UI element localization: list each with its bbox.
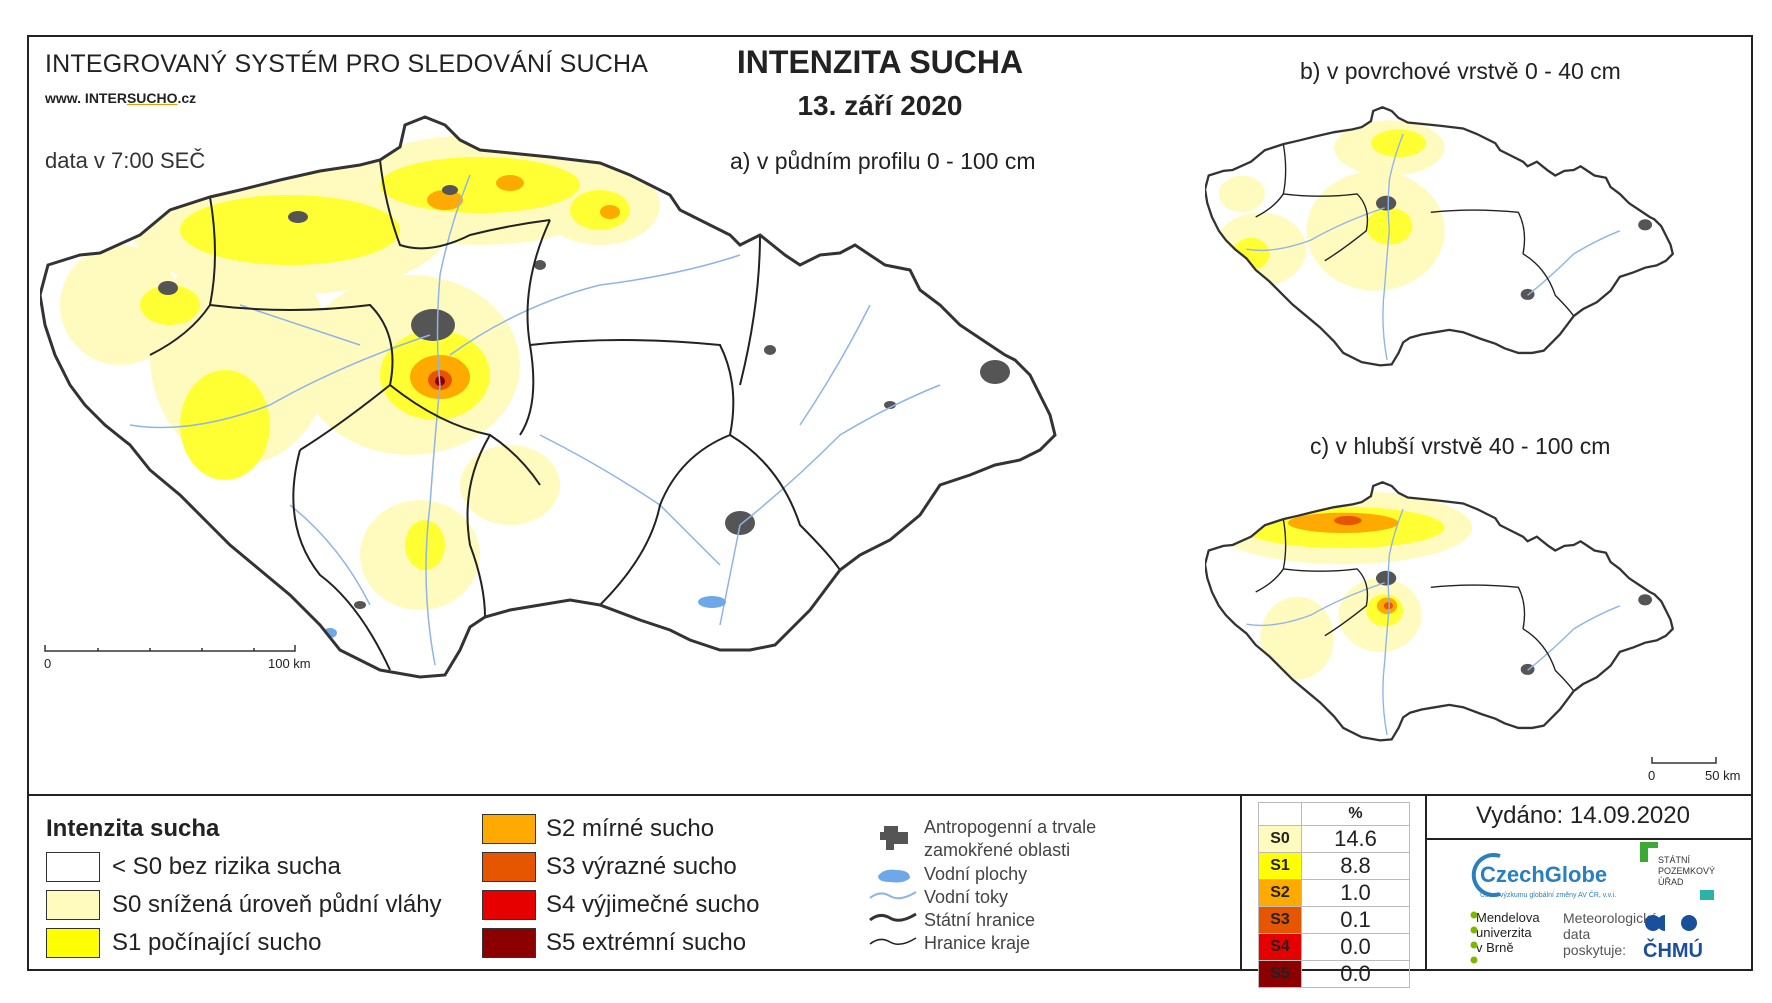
panel-b-label: b) v povrchové vrstvě 0 - 40 cm [1300,58,1621,84]
inset-map-surface [1205,106,1674,367]
spu-logo-icon [1640,842,1658,862]
stats-class-s2: S2 [1258,879,1302,907]
spu-line2: POZEMKOVÝ [1658,866,1716,876]
chmu-logo: ČHMÚ [1643,940,1703,962]
stats-row-s5: S5 0.0 [1258,960,1410,988]
swatch-none [46,852,100,882]
stats-value-s3: 0.1 [1301,906,1410,934]
mendel-line1: Mendelova [1476,910,1540,925]
inset-scalebar-start: 0 [1648,768,1656,783]
stats-row-s2: S2 1.0 [1258,879,1410,907]
mendel-line3: v Brně [1476,940,1514,955]
website-prefix: www. INTER [45,90,127,106]
swatch-s5 [482,928,536,958]
spu-line1: STÁTNÍ [1658,855,1691,865]
stats-value-s1: 8.8 [1301,852,1410,880]
water-body-icon [878,869,910,883]
page-title: INTENZITA SUCHA [736,44,1024,80]
stats-header-blank [1258,802,1302,826]
footer-divider [1425,794,1427,971]
meteo-line1: Meteorologická [1563,910,1658,926]
main-map [40,115,1057,679]
chmu-logo-icon [1645,915,1697,931]
stats-header-row: % [1258,802,1410,826]
stats-class-s5: S5 [1258,960,1302,988]
legend-area [27,794,1753,971]
stats-class-s4: S4 [1258,933,1302,961]
website-mid: SUCHO [126,90,178,106]
legend-rivers: Vodní toky [924,887,1009,907]
legend-divider [1240,794,1242,971]
river-icon [869,891,917,900]
map-date: 13. září 2020 [797,90,963,121]
inset-scalebar [1651,757,1717,764]
drought-stats-table: % S0 14.6 S1 8.8 S2 1.0 S3 0.1 S4 0.0 S5… [1258,802,1410,988]
stats-row-s3: S3 0.1 [1258,906,1410,934]
legend-label-s3: S3 výrazné sucho [546,853,737,880]
legend-label-s1: S1 počínající sucho [112,929,322,956]
region-border-icon [869,937,917,945]
main-scalebar [44,645,296,652]
stats-row-s1: S1 8.8 [1258,852,1410,880]
mendel-line2: univerzita [1476,925,1532,940]
spu-line3: ÚŘAD [1658,877,1684,887]
issued-divider [1425,838,1753,840]
stats-value-s4: 0.0 [1301,933,1410,961]
swatch-s4 [482,890,536,920]
spu-logo: STÁTNÍ POZEMKOVÝ ÚŘAD [1658,855,1715,888]
legend-label-none: < S0 bez rizika sucha [112,853,341,880]
mendel-logo: Mendelova univerzita v Brně [1476,910,1540,955]
system-name: INTEGROVANÝ SYSTÉM PRO SLEDOVÁNÍ SUCHA [45,50,649,78]
meteo-line2: data [1563,926,1591,942]
stats-header: % [1301,802,1410,826]
stats-class-s0: S0 [1258,825,1302,853]
inset-scalebar-end: 50 km [1705,768,1741,783]
stats-row-s4: S4 0.0 [1258,933,1410,961]
swatch-s0 [46,890,100,920]
scalebar-start: 0 [44,656,52,671]
czechglobe-logo-icon [1471,853,1501,897]
legend-label-s2: S2 mírné sucho [546,815,715,842]
stats-class-s3: S3 [1258,906,1302,934]
panel-c-label: c) v hlubší vrstvě 40 - 100 cm [1310,433,1611,459]
legend-urban-line2: zamokřené oblasti [924,840,1071,860]
legend-label-s5: S5 extrémní sucho [546,929,747,956]
urban-area-icon [880,826,908,850]
legend-label-s0: S0 snížená úroveň půdní vláhy [112,891,442,918]
panel-a-label: a) v půdním profilu 0 - 100 cm [730,148,1036,174]
spu-accent-icon [1700,890,1714,900]
legend-water-bodies: Vodní plochy [924,864,1028,884]
legend-label-s4: S4 výjimečné sucho [546,891,760,918]
stats-row-s0: S0 14.6 [1258,825,1410,853]
swatch-s1 [46,928,100,958]
stats-value-s0: 14.6 [1301,825,1410,853]
legend-title: Intenzita sucha [46,815,220,842]
mendel-dots-icon [1470,911,1478,964]
website-link[interactable]: www. INTERSUCHO.cz [45,90,196,106]
stats-class-s1: S1 [1258,852,1302,880]
stats-value-s5: 0.0 [1301,960,1410,988]
czechglobe-logo: CzechGlobe [1480,862,1608,887]
data-time: data v 7:00 SEČ [45,148,206,173]
stats-value-s2: 1.0 [1301,879,1410,907]
state-border-icon [869,912,917,922]
meteo-provider-label: Meteorologická data poskytuje: [1563,910,1658,958]
legend-region-border: Hranice kraje [924,933,1031,953]
issued-date: Vydáno: 14.09.2020 [1476,802,1690,829]
legend-state-border: Státní hranice [924,910,1036,930]
scalebar-end: 100 km [268,656,311,671]
website-suffix: .cz [177,90,197,106]
swatch-s3 [482,852,536,882]
meteo-line3: poskytuje: [1563,942,1627,958]
swatch-s2 [482,814,536,844]
inset-map-deep [1205,481,1674,742]
czechglobe-subtitle: Ústav výzkumu globální změny AV ČR, v.v.… [1480,892,1617,899]
legend-urban-line1: Antropogenní a trvale [924,817,1097,837]
